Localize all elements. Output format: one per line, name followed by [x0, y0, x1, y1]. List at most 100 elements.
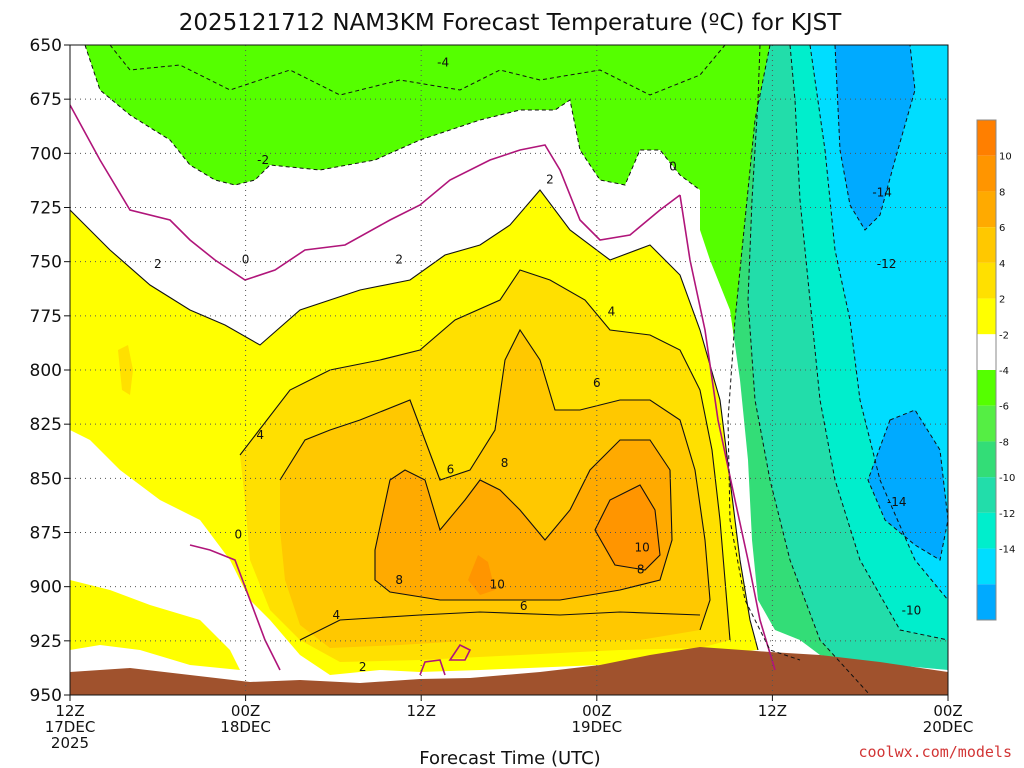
fill-8-to-10: [375, 440, 672, 600]
colorbar-label: -12: [999, 509, 1015, 520]
x-tick-label: 00Z: [231, 702, 260, 720]
contour-label: 2: [395, 253, 403, 267]
y-tick-label: 825: [30, 415, 62, 435]
fill-minus-16-upper: [835, 45, 915, 230]
colorbar-swatch: [977, 584, 996, 620]
y-tick-label: 875: [30, 524, 62, 544]
contour-label: 8: [501, 456, 509, 470]
colorbar-swatch: [977, 477, 996, 513]
colorbar-label: -4: [999, 366, 1009, 377]
contour-label: -14: [872, 185, 892, 199]
y-tick-label: 650: [30, 36, 62, 56]
y-tick-label: 900: [30, 578, 62, 598]
fill-above-10-b: [468, 555, 495, 595]
colorbar-swatch: [977, 262, 996, 299]
contour-label: 2: [359, 660, 367, 674]
grid-lines: [70, 45, 948, 695]
colorbar-label: 8: [999, 187, 1005, 198]
colorbar-swatch: [977, 548, 996, 585]
x-tick-label: 12Z: [758, 702, 787, 720]
isotherm-minus-6: [747, 45, 871, 695]
isotherm-upper-green: [109, 45, 726, 96]
plot-area: [70, 45, 948, 695]
contour-label: -4: [437, 55, 449, 69]
x-tick-label: 2025: [51, 734, 89, 752]
isotherm-minus-10: [789, 45, 948, 641]
contour-label: 4: [608, 305, 616, 319]
y-tick-label: 850: [30, 469, 62, 489]
colorbar-swatch: [977, 191, 996, 228]
terrain: [70, 647, 948, 695]
isotherm-minus-12: [809, 45, 948, 601]
contour-label: 8: [637, 562, 645, 576]
isotherm-0-right: [679, 194, 776, 671]
y-tick-label: 800: [30, 361, 62, 381]
y-tick-label: 700: [30, 144, 62, 164]
x-axis-label: Forecast Time (UTC): [419, 748, 600, 768]
contour-label: -14: [887, 495, 907, 509]
colorbar-swatch: [977, 334, 996, 370]
isotherm-6-lower: [299, 611, 701, 641]
colorbar-label: -6: [999, 402, 1009, 413]
isotherm-2: [70, 189, 759, 651]
contour-label: 4: [333, 608, 341, 622]
isotherm-6: [279, 328, 711, 631]
colorbar-swatch: [977, 512, 996, 549]
credit-text: coolwx.com/models: [858, 743, 1012, 761]
colorbar: 10 8 6 4 2 -2 -4 -6 -8 -10 -12 -14: [976, 119, 1015, 621]
contour-label: -12: [877, 257, 897, 271]
isotherm-0-bottom: [419, 643, 472, 676]
colorbar-swatch: [977, 298, 996, 335]
x-tick-label: 17DEC: [45, 718, 96, 736]
colorbar-label: -2: [999, 330, 1009, 341]
isotherm-0-upper: [70, 104, 681, 281]
colorbar-swatch: [977, 120, 996, 156]
contour-label: 0: [234, 528, 242, 542]
colorbar-label: 4: [999, 259, 1005, 270]
fill-minus-16-lower: [868, 410, 948, 560]
contour-label: 0: [242, 253, 250, 267]
contour-label: 2: [546, 172, 554, 186]
contour-label: 0: [669, 159, 677, 173]
colorbar-swatch: [977, 441, 996, 478]
colorbar-swatch: [977, 370, 996, 406]
contour-label: -10: [902, 604, 922, 618]
y-tick-label: 675: [30, 90, 62, 110]
y-tick-label: 925: [30, 632, 62, 652]
y-tick-label: 775: [30, 307, 62, 327]
contour-label: 8: [395, 573, 403, 587]
y-tick-label: 950: [30, 686, 62, 706]
y-tick-label: 725: [30, 199, 62, 219]
chart-title: 2025121712 NAM3KM Forecast Temperature (…: [179, 10, 842, 36]
colorbar-swatch: [977, 155, 996, 192]
colorbar-swatch: [977, 405, 996, 442]
contour-label: 6: [520, 599, 528, 613]
colorbar-label: -14: [999, 545, 1015, 556]
y-axis: 650 675 700 725 750 775 800 825 850 875 900 925 950: [30, 36, 70, 706]
colorbar-label: 2: [999, 295, 1005, 306]
contour-labels: -4 -2 0 2 -14 2 0 2 -12 4 6 4 8 6 -14 0 10 8 8 10 6 4 -10 2: [154, 55, 922, 674]
isotherm-8: [374, 439, 673, 601]
isotherm-minus-14-lower: [867, 409, 948, 561]
colorbar-swatch: [977, 227, 996, 263]
contour-label: 10: [635, 541, 650, 555]
contour-label: 2: [154, 257, 162, 271]
x-tick-label: 20DEC: [923, 718, 974, 736]
colorbar-label: -10: [999, 473, 1015, 484]
contour-label: -2: [257, 153, 269, 167]
colorbar-label: 6: [999, 223, 1005, 234]
x-tick-label: 18DEC: [220, 718, 271, 736]
colorbar-label: -8: [999, 437, 1009, 448]
colorbar-label: 10: [999, 152, 1012, 163]
colorbar-frame: [976, 119, 997, 621]
x-tick-label: 12Z: [55, 702, 84, 720]
contour-label: 10: [490, 578, 505, 592]
isotherm-0-lower: [189, 544, 281, 671]
isotherm-minus-4: [727, 45, 801, 661]
contour-label: 4: [256, 428, 264, 442]
isotherm-minus-14-upper: [834, 45, 916, 231]
x-tick-label: 12Z: [407, 702, 436, 720]
y-tick-label: 750: [30, 253, 62, 273]
